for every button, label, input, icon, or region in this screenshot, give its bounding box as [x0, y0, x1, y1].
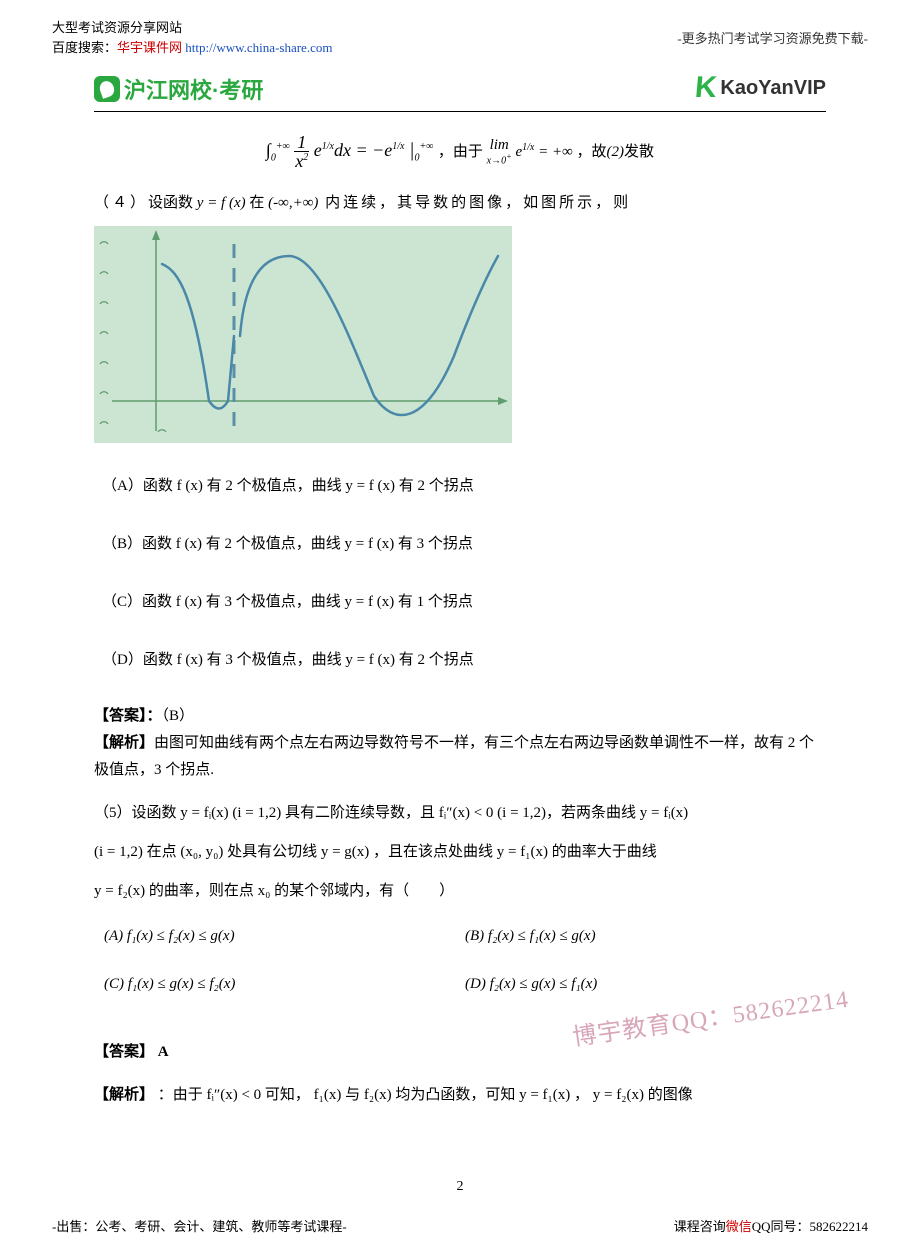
q4-analysis: 由图可知曲线有两个点左右两边导数符号不一样，有三个点左右两边导函数单调性不一样，… — [94, 735, 814, 778]
site-url-link[interactable]: http://www.china-share.com — [185, 40, 332, 55]
derivative-graph — [94, 226, 512, 443]
hujiang-text: 沪江网校·考研 — [124, 73, 263, 105]
footer: -出售：公考、考研、会计、建筑、教师等考试课程- 课程咨询微信QQ同号：5826… — [0, 1216, 920, 1235]
q4-options: （A）函数 f (x) 有 2 个极值点，曲线 y = f (x) 有 2 个拐… — [102, 471, 826, 675]
q5-line3: y = f₂(x) 的曲率，则在点 x₀ 的某个邻域内，有（ ） — [94, 872, 826, 911]
q4-answer-block: 【答案】：（B） 【解析】由图可知曲线有两个点左右两边导数符号不一样，有三个点左… — [94, 703, 826, 784]
main-content: ∫0+∞ 1 x2 e1/xdx = −e1/x |0+∞ ，由于 lim x→… — [94, 130, 826, 1110]
leaf-icon — [94, 76, 120, 102]
kaoyan-logo: K KaoYanVIP — [695, 71, 826, 105]
k-icon: K — [693, 71, 718, 105]
footer-left: -出售：公考、考研、会计、建筑、教师等考试课程- — [52, 1216, 347, 1235]
header-tagline: 大型考试资源分享网站 — [52, 18, 332, 38]
q5-analysis-label: 【解析】 — [94, 1087, 154, 1103]
q4-intro: （４）设函数 y = f (x) 在 (-∞,+∞) 内连续，其导数的图像，如图… — [94, 188, 826, 218]
q4-option-c: （C）函数 f (x) 有 3 个极值点，曲线 y = f (x) 有 1 个拐… — [102, 587, 826, 617]
q4-analysis-label: 【解析】 — [94, 735, 154, 751]
footer-right: 课程咨询微信QQ同号：582622214 — [674, 1216, 868, 1235]
q5-line2: (i = 1,2) 在点 (x₀, y₀) 处具有公切线 y = g(x) ，且… — [94, 833, 826, 872]
site-name: 华宇课件网 — [117, 40, 182, 55]
q4-answer: （B） — [162, 708, 195, 724]
q5-answer-label: 【答案】 — [94, 1044, 154, 1060]
q4-option-b: （B）函数 f (x) 有 2 个极值点，曲线 y = f (x) 有 3 个拐… — [102, 529, 826, 559]
integral-line: ∫0+∞ 1 x2 e1/xdx = −e1/x |0+∞ ，由于 lim x→… — [94, 130, 826, 170]
q5-analysis: ：由于 fᵢ″(x) < 0 可知， f₁(x) 与 f₂(x) 均为凸函数，可… — [154, 1087, 693, 1103]
q4-option-a: （A）函数 f (x) 有 2 个极值点，曲线 y = f (x) 有 2 个拐… — [102, 471, 826, 501]
page-number: 2 — [0, 1179, 920, 1195]
q5-line1: （5）设函数 y = fᵢ(x) (i = 1,2) 具有二阶连续导数，且 fᵢ… — [94, 794, 826, 833]
header-left: 大型考试资源分享网站 百度搜索：华宇课件网 http://www.china-s… — [52, 18, 332, 57]
q5-option-d: (D) f₂(x) ≤ g(x) ≤ f₁(x) — [465, 969, 826, 999]
q5-option-b: (B) f₂(x) ≤ f₁(x) ≤ g(x) — [465, 921, 826, 951]
q5-analysis-line: 【解析】 ：由于 fᵢ″(x) < 0 可知， f₁(x) 与 f₂(x) 均为… — [94, 1081, 826, 1110]
logo-row: 沪江网校·考研 K KaoYanVIP — [94, 71, 826, 112]
hujiang-logo: 沪江网校·考研 — [94, 73, 263, 105]
graph-svg — [94, 226, 512, 443]
header-right-note: -更多热门考试学习资源免费下载- — [677, 18, 868, 57]
q5-answer: A — [158, 1044, 169, 1060]
q5-options: (A) f₁(x) ≤ f₂(x) ≤ g(x) (B) f₂(x) ≤ f₁(… — [104, 921, 826, 1017]
q5-answer-line: 【答案】 A — [94, 1037, 826, 1067]
q4-answer-label: 【答案】： — [94, 708, 162, 724]
q5-block: （5）设函数 y = fᵢ(x) (i = 1,2) 具有二阶连续导数，且 fᵢ… — [94, 794, 826, 911]
q5-option-a: (A) f₁(x) ≤ f₂(x) ≤ g(x) — [104, 921, 465, 951]
header-search-line: 百度搜索：华宇课件网 http://www.china-share.com — [52, 38, 332, 58]
page-top-header: 大型考试资源分享网站 百度搜索：华宇课件网 http://www.china-s… — [0, 0, 920, 57]
q5-option-c: (C) f₁(x) ≤ g(x) ≤ f₂(x) — [104, 969, 465, 999]
kaoyan-text: KaoYanVIP — [720, 77, 826, 100]
q4-option-d: （D）函数 f (x) 有 3 个极值点，曲线 y = f (x) 有 2 个拐… — [102, 645, 826, 675]
